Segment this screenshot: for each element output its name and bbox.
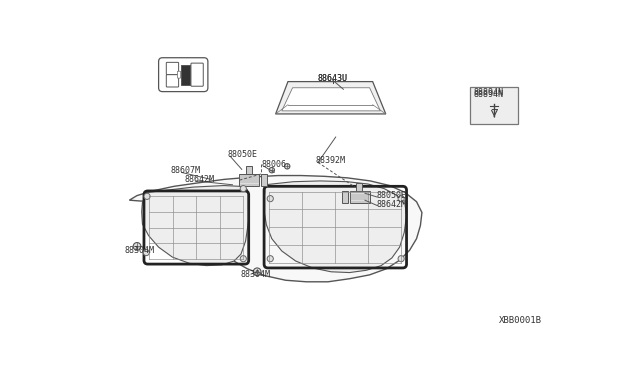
FancyBboxPatch shape <box>181 65 190 85</box>
FancyBboxPatch shape <box>166 62 179 75</box>
Text: 88392M: 88392M <box>316 156 346 166</box>
FancyBboxPatch shape <box>261 174 267 186</box>
Text: XBB0001B: XBB0001B <box>499 316 542 325</box>
Circle shape <box>240 256 246 262</box>
Circle shape <box>269 167 275 173</box>
FancyBboxPatch shape <box>356 183 362 191</box>
Text: 88050E: 88050E <box>227 150 257 159</box>
FancyBboxPatch shape <box>159 58 208 92</box>
Text: 88304M: 88304M <box>241 270 271 279</box>
Circle shape <box>267 196 273 202</box>
Circle shape <box>398 196 404 202</box>
FancyBboxPatch shape <box>177 71 180 78</box>
Circle shape <box>144 193 150 199</box>
Text: 88643U: 88643U <box>317 74 348 83</box>
Text: 88642M: 88642M <box>185 175 215 184</box>
Text: 88304M: 88304M <box>125 246 155 255</box>
Polygon shape <box>276 81 386 114</box>
FancyBboxPatch shape <box>349 191 369 203</box>
FancyBboxPatch shape <box>191 63 204 86</box>
Text: 88643U: 88643U <box>317 74 348 83</box>
Polygon shape <box>264 181 406 273</box>
Circle shape <box>133 243 141 250</box>
Circle shape <box>398 256 404 262</box>
FancyBboxPatch shape <box>166 75 179 87</box>
Circle shape <box>240 186 246 192</box>
Text: 88894N: 88894N <box>474 88 504 97</box>
Text: 88607M: 88607M <box>170 166 200 176</box>
Circle shape <box>143 250 149 256</box>
FancyBboxPatch shape <box>470 87 518 124</box>
FancyBboxPatch shape <box>83 46 573 330</box>
FancyBboxPatch shape <box>342 191 348 203</box>
Text: 88894N: 88894N <box>474 90 504 99</box>
FancyBboxPatch shape <box>246 166 252 174</box>
Text: 88050E: 88050E <box>376 191 406 200</box>
Circle shape <box>285 164 290 169</box>
Polygon shape <box>282 88 380 111</box>
Text: 88642M: 88642M <box>376 199 406 209</box>
Circle shape <box>267 256 273 262</box>
Text: 88006: 88006 <box>261 160 286 169</box>
Circle shape <box>253 268 261 276</box>
Polygon shape <box>129 176 422 282</box>
FancyBboxPatch shape <box>239 174 259 186</box>
Polygon shape <box>141 186 250 266</box>
